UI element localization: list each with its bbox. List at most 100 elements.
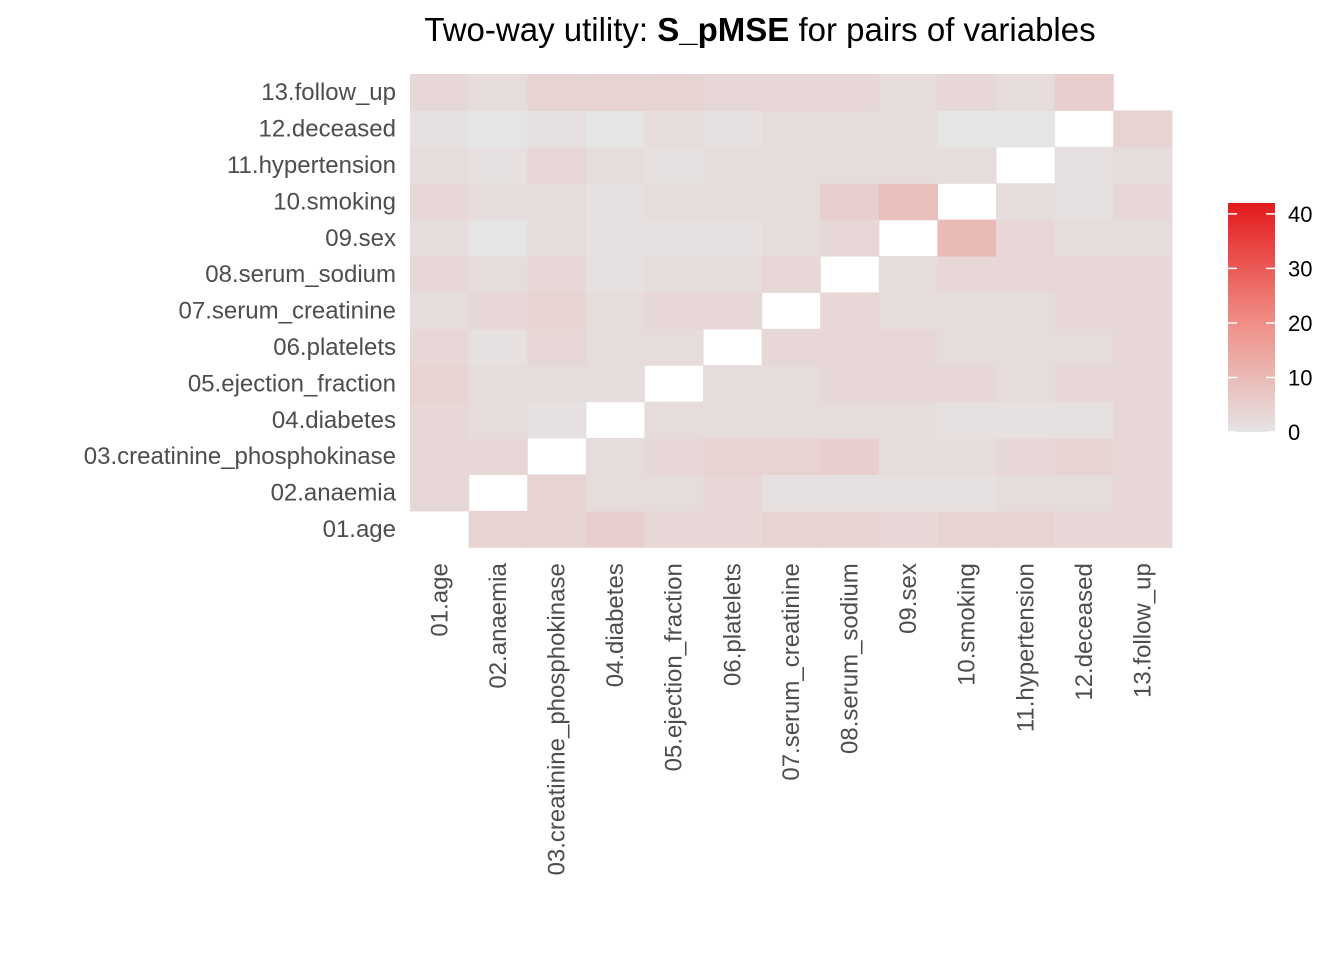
heatmap-cell: [878, 438, 938, 475]
heatmap-cell: [820, 183, 880, 221]
heatmap-cell: [410, 110, 470, 148]
heatmap-cell: [820, 438, 880, 475]
heatmap-cell: [410, 292, 470, 330]
x-tick-label: 04.diabetes: [602, 563, 629, 687]
heatmap-cell: [1113, 510, 1173, 548]
heatmap-cell: [1054, 510, 1114, 548]
legend-tick-label: 40: [1288, 202, 1312, 227]
y-tick-label: 01.age: [323, 516, 396, 543]
x-tick-label: 13.follow_up: [1130, 563, 1157, 698]
heatmap-cell: [820, 401, 880, 439]
heatmap-cell: [410, 256, 470, 293]
heatmap-cell: [527, 510, 587, 548]
heatmap-cell: [703, 74, 763, 111]
heatmap-cell: [468, 74, 528, 111]
heatmap-cell: [644, 183, 704, 221]
heatmap-cell: [761, 146, 821, 184]
heatmap-cell: [820, 74, 880, 111]
heatmap-cell: [1054, 365, 1114, 403]
heatmap-cells: [410, 74, 1173, 548]
heatmap-cell: [937, 365, 997, 403]
heatmap-cell: [1113, 365, 1173, 403]
heatmap-cell: [585, 146, 645, 184]
heatmap-cell: [1113, 328, 1173, 366]
heatmap-cell: [937, 146, 997, 184]
heatmap-cell: [644, 510, 704, 548]
heatmap-cell: [703, 438, 763, 475]
heatmap-cell: [585, 474, 645, 512]
heatmap-cell: [937, 219, 997, 257]
heatmap-cell: [937, 292, 997, 330]
heatmap-cell: [1054, 292, 1114, 330]
heatmap-cell: [703, 292, 763, 330]
heatmap-cell: [585, 256, 645, 293]
heatmap-cell: [527, 256, 587, 293]
heatmap-cell: [761, 510, 821, 548]
title-prefix: Two-way utility:: [424, 11, 657, 48]
heatmap-cell: [527, 365, 587, 403]
heatmap-cell: [820, 110, 880, 148]
heatmap-cell: [1054, 438, 1114, 475]
heatmap-cell: [878, 328, 938, 366]
heatmap-cell: [1113, 292, 1173, 330]
heatmap-cell: [703, 365, 763, 403]
heatmap-cell: [878, 292, 938, 330]
heatmap-cell: [527, 401, 587, 439]
heatmap-cell: [527, 474, 587, 512]
heatmap-cell: [937, 438, 997, 475]
heatmap-cell: [996, 256, 1056, 293]
heatmap-cell: [644, 474, 704, 512]
heatmap-cell: [1113, 219, 1173, 257]
heatmap-cell: [820, 292, 880, 330]
heatmap-cell: [937, 110, 997, 148]
x-tick-label: 01.age: [426, 563, 453, 636]
heatmap-cell: [996, 474, 1056, 512]
heatmap-cell: [527, 219, 587, 257]
heatmap-cell: [996, 110, 1056, 148]
y-axis-labels: 01.age 02.anaemia 03.creatinine_phosphokin…: [84, 79, 397, 543]
heatmap-cell: [585, 292, 645, 330]
heatmap-cell: [527, 328, 587, 366]
heatmap-cell: [1113, 110, 1173, 148]
heatmap-cell: [1054, 474, 1114, 512]
heatmap-cell: [410, 328, 470, 366]
heatmap-cell: [1054, 256, 1114, 293]
heatmap-cell: [410, 74, 470, 111]
heatmap-cell: [820, 365, 880, 403]
y-tick-label: 03.creatinine_phosphokinase: [84, 443, 396, 470]
heatmap-cell: [410, 401, 470, 439]
heatmap-cell: [703, 510, 763, 548]
heatmap-cell: [527, 183, 587, 221]
heatmap-cell: [468, 510, 528, 548]
heatmap-cell: [761, 438, 821, 475]
heatmap-cell: [761, 110, 821, 148]
heatmap-cell: [585, 183, 645, 221]
heatmap-cell: [468, 219, 528, 257]
heatmap-cell: [761, 183, 821, 221]
heatmap-cell: [878, 183, 938, 221]
legend-ticks: 0 10 20 30 40: [1228, 202, 1312, 445]
heatmap-cell: [996, 401, 1056, 439]
heatmap-cell: [468, 328, 528, 366]
heatmap-cell: [996, 74, 1056, 111]
heatmap-cell: [585, 74, 645, 111]
heatmap-cell: [585, 510, 645, 548]
heatmap-cell: [1113, 183, 1173, 221]
heatmap-cell: [820, 328, 880, 366]
heatmap-cell: [820, 146, 880, 184]
heatmap-cell: [878, 365, 938, 403]
heatmap-cell: [878, 474, 938, 512]
heatmap-cell: [878, 256, 938, 293]
heatmap-cell: [644, 219, 704, 257]
heatmap-cell: [703, 474, 763, 512]
heatmap-cell: [410, 365, 470, 403]
legend-tick-label: 30: [1288, 256, 1312, 281]
heatmap-cell: [878, 401, 938, 439]
x-tick-label: 12.deceased: [1071, 563, 1098, 700]
y-tick-label: 02.anaemia: [271, 480, 397, 507]
y-tick-label: 10.smoking: [273, 188, 396, 215]
heatmap-cell: [996, 292, 1056, 330]
title-suffix: for pairs of variables: [789, 11, 1095, 48]
heatmap-cell: [468, 110, 528, 148]
legend-tick-label: 0: [1288, 420, 1300, 445]
